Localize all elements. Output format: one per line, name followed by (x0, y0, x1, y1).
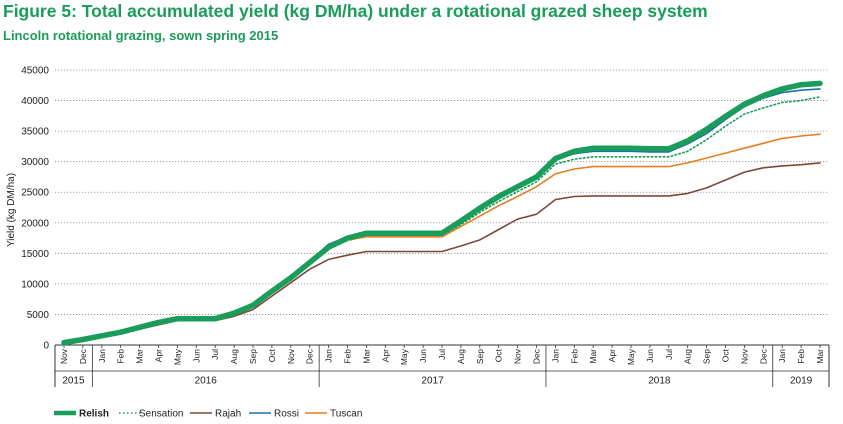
x-tick-label: May (399, 348, 409, 365)
x-tick-label: Oct (494, 348, 504, 362)
x-tick-label: Nov (286, 348, 296, 364)
x-tick-label: Oct (721, 348, 731, 362)
x-tick-label: Nov (739, 348, 749, 364)
grid-lines (55, 69, 829, 346)
x-tick-label: Sep (702, 349, 712, 364)
year-label: 2018 (648, 376, 671, 387)
series-line-relish (61, 80, 823, 346)
legend-label-rajah: Rajah (215, 409, 241, 420)
x-tick-label: Feb (569, 349, 579, 364)
x-tick-label: Jan (97, 349, 107, 363)
legend-label-relish: Relish (79, 409, 109, 420)
year-label: 2016 (195, 376, 218, 387)
x-tick-label: Dec (758, 348, 768, 364)
x-tick-label: Jun (645, 349, 655, 363)
x-tick-label: Feb (796, 349, 806, 364)
x-tick-label: Sep (475, 349, 485, 364)
x-tick-label: Jun (418, 349, 428, 363)
x-axis: Nov Dec Jan Feb Mar Apr May Jun Jul Aug Sep Oct Nov D… (54, 345, 830, 387)
x-tick-label: Jul (664, 349, 674, 360)
y-tick-label: 15000 (21, 249, 49, 260)
x-tick-label: Mar (588, 349, 598, 364)
x-tick-label: Mar (815, 349, 825, 364)
chart-title: Figure 5: Total accumulated yield (kg DM… (3, 1, 708, 21)
x-tick-label: Jan (550, 349, 560, 363)
y-tick-label: 35000 (21, 127, 49, 138)
x-tick-label: Aug (683, 349, 693, 364)
y-tick-label: 40000 (21, 96, 49, 107)
x-tick-label: Nov (513, 348, 523, 364)
legend: Relish Sensation Rajah Rossi Tuscan (54, 409, 362, 420)
y-tick-labels: 0 5000 10000 15000 20000 25000 30000 35000 40000… (21, 66, 49, 352)
x-tick-label: Dec (532, 348, 542, 364)
series-line-tuscan (63, 133, 821, 344)
chart-subtitle: Lincoln rotational grazing, sown spring … (3, 28, 279, 43)
y-axis-label: Yield (kg DM/ha) (6, 173, 17, 247)
x-tick-label: Jan (324, 349, 334, 363)
x-tick-label: Sep (248, 349, 258, 364)
x-tick-label: Apr (154, 349, 164, 362)
x-tick-label: Jun (191, 349, 201, 363)
x-tick-label: Feb (116, 349, 126, 364)
x-tick-label: Oct (267, 348, 277, 362)
x-tick-label: Jul (437, 349, 447, 360)
x-tick-label: Mar (135, 349, 145, 364)
x-tick-label: May (626, 348, 636, 365)
x-tick-label: May (172, 348, 182, 365)
x-tick-label: Mar (361, 349, 371, 364)
y-tick-label: 10000 (21, 279, 49, 290)
y-tick-label: 20000 (21, 218, 49, 229)
legend-label-rossi: Rossi (274, 409, 299, 420)
x-tick-label: Apr (607, 349, 617, 362)
series-lines (61, 80, 823, 346)
year-label: 2019 (790, 376, 813, 387)
y-tick-label: 45000 (21, 66, 49, 77)
y-tick-label: 0 (43, 341, 49, 352)
legend-label-sensation: Sensation (139, 409, 183, 420)
y-tick-label: 5000 (27, 310, 50, 321)
legend-label-tuscan: Tuscan (330, 409, 362, 420)
x-tick-label: Dec (305, 348, 315, 364)
x-tick-label: Nov (59, 348, 69, 364)
year-label: 2017 (421, 376, 444, 387)
x-tick-label: Dec (78, 348, 88, 364)
x-tick-label: Apr (380, 349, 390, 362)
year-label: 2015 (62, 376, 85, 387)
x-tick-label: Jan (777, 349, 787, 363)
y-tick-label: 30000 (21, 157, 49, 168)
x-tick-label: Feb (343, 349, 353, 364)
x-tick-label: Aug (456, 349, 466, 364)
x-tick-label: Jul (210, 349, 220, 360)
y-tick-label: 25000 (21, 188, 49, 199)
x-tick-label: Aug (229, 349, 239, 364)
